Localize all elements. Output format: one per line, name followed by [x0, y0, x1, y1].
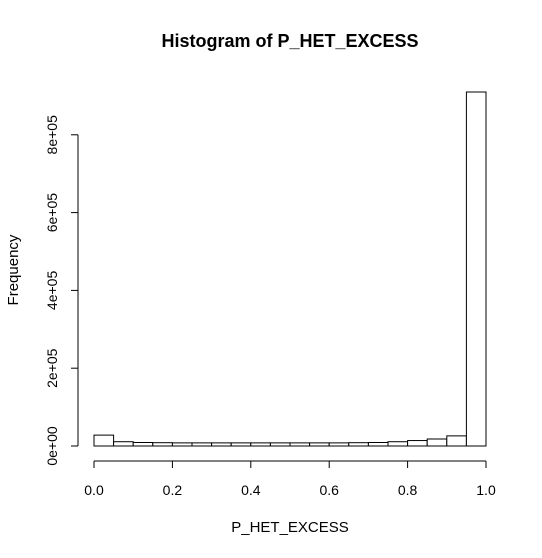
x-tick-label: 0.2	[163, 482, 183, 498]
histogram-bar	[250, 442, 271, 447]
y-axis-label: Frequency	[5, 234, 22, 305]
x-tick-label: 0.0	[84, 482, 104, 498]
y-axis: 0e+00 2e+05 4e+05 6e+05 8e+05	[44, 115, 79, 466]
x-axis-label: P_HET_EXCESS	[231, 519, 349, 536]
histogram-bar	[191, 442, 213, 447]
histogram-bar	[171, 442, 193, 447]
histogram-bar	[132, 441, 154, 447]
histogram-bar	[113, 441, 134, 447]
histogram-bar	[152, 442, 173, 447]
histogram-bar	[230, 442, 252, 447]
histogram-bar	[426, 438, 448, 447]
y-tick-label: 6e+05	[44, 193, 60, 233]
y-tick-label: 4e+05	[44, 271, 60, 311]
histogram-bar	[446, 435, 467, 447]
histogram-bar	[367, 441, 389, 447]
bars-group	[93, 91, 487, 447]
histogram-bar	[269, 442, 291, 447]
y-tick-label: 8e+05	[44, 115, 60, 155]
x-axis: 0.0 0.2 0.4 0.6 0.8 1.0	[84, 460, 496, 498]
histogram-bar	[348, 442, 369, 447]
histogram-bar	[407, 440, 428, 447]
x-tick-label: 0.4	[241, 482, 261, 498]
x-tick-label: 0.8	[398, 482, 418, 498]
histogram-bar	[93, 434, 115, 447]
histogram-bar	[387, 441, 409, 447]
histogram-bar	[328, 442, 350, 447]
histogram-bar	[211, 442, 232, 447]
chart-title: Histogram of P_HET_EXCESS	[161, 31, 418, 51]
histogram-bar	[289, 442, 311, 447]
y-tick-label: 0e+00	[44, 426, 60, 466]
x-tick-label: 0.6	[319, 482, 339, 498]
x-tick-label: 1.0	[476, 482, 496, 498]
y-tick-label: 2e+05	[44, 348, 60, 388]
histogram-bar	[465, 91, 487, 447]
histogram-bar	[309, 442, 330, 447]
